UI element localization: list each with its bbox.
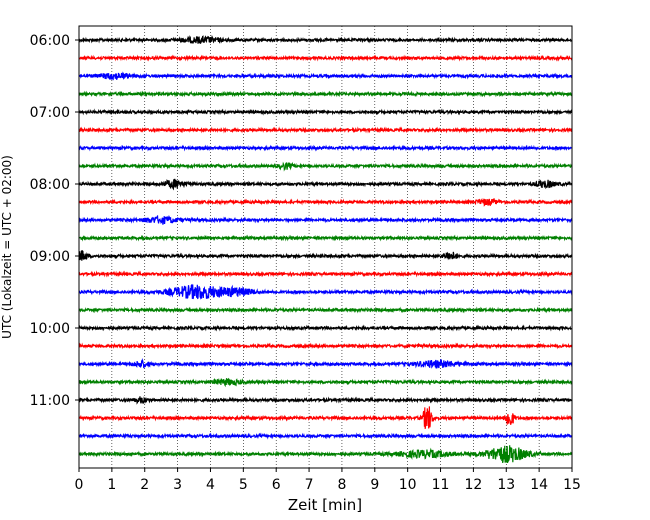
trace-22 xyxy=(78,432,573,440)
x-tick-label-5: 5 xyxy=(239,477,248,493)
trace-4 xyxy=(78,108,573,116)
x-tick-label-1: 1 xyxy=(107,477,116,493)
trace-12 xyxy=(78,250,573,261)
y-axis-ticks: 06:00 07:00 08:00 09:00 10:00 11:00 xyxy=(30,33,79,409)
y-tick-label-11:00: 11:00 xyxy=(30,393,70,409)
x-tick-label-15: 15 xyxy=(563,477,581,493)
trace-10 xyxy=(78,214,573,225)
y-tick-label-09:00: 09:00 xyxy=(30,249,70,265)
traces xyxy=(78,34,573,464)
y-tick-label-08:00: 08:00 xyxy=(30,177,70,193)
x-tick-label-8: 8 xyxy=(337,477,346,493)
trace-17 xyxy=(78,342,573,350)
trace-3 xyxy=(78,90,573,98)
y-tick-label-06:00: 06:00 xyxy=(30,33,70,49)
trace-13 xyxy=(78,270,573,278)
trace-8 xyxy=(78,178,573,191)
x-tick-label-0: 0 xyxy=(75,477,84,493)
trace-16 xyxy=(78,324,573,332)
trace-14 xyxy=(78,283,573,300)
x-tick-label-9: 9 xyxy=(370,477,379,493)
trace-19 xyxy=(78,377,573,388)
x-tick-label-2: 2 xyxy=(140,477,149,493)
trace-0 xyxy=(78,34,573,44)
x-tick-label-13: 13 xyxy=(497,477,515,493)
x-tick-label-12: 12 xyxy=(464,477,482,493)
x-tick-label-6: 6 xyxy=(272,477,281,493)
trace-7 xyxy=(78,161,573,172)
trace-15 xyxy=(78,306,573,314)
x-tick-label-4: 4 xyxy=(206,477,215,493)
trace-20 xyxy=(78,396,573,405)
trace-11 xyxy=(78,234,573,242)
x-tick-label-14: 14 xyxy=(530,477,548,493)
x-tick-label-10: 10 xyxy=(399,477,417,493)
x-axis-ticks: 0 1 2 3 4 5 6 7 8 9 10 11 12 13 14 15 xyxy=(75,468,581,493)
trace-18 xyxy=(78,357,573,369)
x-axis-title: Zeit [min] xyxy=(288,496,362,514)
y-axis-title: UTC (Lokalzeit = UTC + 02:00) xyxy=(0,155,14,339)
x-tick-label-3: 3 xyxy=(173,477,182,493)
trace-21 xyxy=(78,406,573,429)
trace-5 xyxy=(78,126,573,134)
trace-1 xyxy=(78,54,573,62)
trace-2 xyxy=(78,71,573,81)
y-tick-label-07:00: 07:00 xyxy=(30,105,70,121)
x-tick-label-7: 7 xyxy=(305,477,314,493)
trace-23 xyxy=(78,445,573,464)
trace-9 xyxy=(78,197,573,207)
x-tick-label-11: 11 xyxy=(432,477,450,493)
y-tick-label-10:00: 10:00 xyxy=(30,321,70,337)
plot-frame xyxy=(78,25,573,469)
trace-6 xyxy=(78,144,573,152)
